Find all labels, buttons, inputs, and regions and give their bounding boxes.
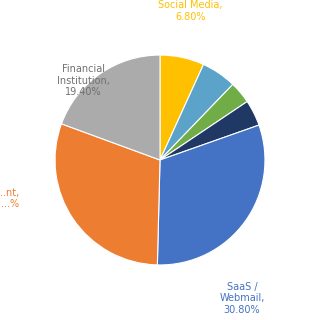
Text: Social Media,
6.80%: Social Media, 6.80% <box>158 0 223 22</box>
Text: Financial
Institution,
19.40%: Financial Institution, 19.40% <box>57 64 110 97</box>
Wedge shape <box>157 125 265 265</box>
Text: SaaS /
Webmail,
30.80%: SaaS / Webmail, 30.80% <box>219 282 265 315</box>
Wedge shape <box>160 84 247 160</box>
Wedge shape <box>61 55 160 160</box>
Wedge shape <box>160 55 204 160</box>
Text: ...nt,
...%: ...nt, ...% <box>0 188 19 209</box>
Wedge shape <box>160 101 259 160</box>
Wedge shape <box>55 124 160 265</box>
Wedge shape <box>160 64 233 160</box>
